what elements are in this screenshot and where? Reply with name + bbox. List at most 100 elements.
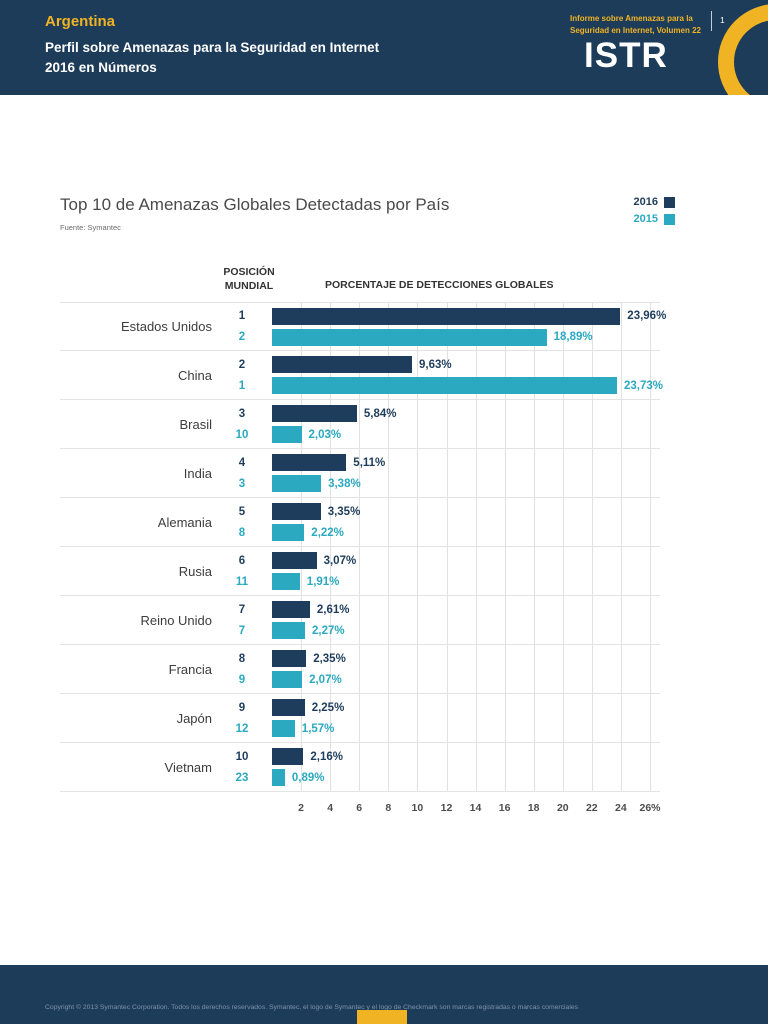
world-position: 1	[238, 310, 246, 322]
bar-track: 1,57%	[272, 720, 660, 737]
legend-item-2016: 2016	[634, 196, 675, 208]
country-row: Vietnam 10 2,16% 23 0,89%	[60, 743, 660, 792]
bar-track: 2,16%	[272, 748, 660, 765]
bar-2016	[272, 748, 304, 765]
bar-2016	[272, 405, 357, 422]
bar-line: 7 2,61%	[212, 601, 660, 618]
chart-section: Top 10 de Amenazas Globales Detectadas p…	[60, 195, 720, 835]
bar-2015	[272, 328, 547, 346]
footer-accent-square	[357, 1010, 407, 1024]
bar-group: 6 3,07% 11 1,91%	[212, 552, 660, 590]
gridline	[504, 302, 506, 792]
bar-line: 4 5,11%	[212, 454, 660, 471]
world-position: 8	[238, 652, 246, 665]
value-label: 18,89%	[553, 331, 593, 343]
bar-2016	[272, 454, 347, 471]
bar-line: 2 18,89%	[212, 328, 660, 346]
value-label: 2,03%	[308, 428, 342, 441]
country-row: Japón 9 2,25% 12 1,57%	[60, 694, 660, 743]
country-row: China 2 9,63% 1 23,73%	[60, 351, 663, 400]
country-label: Francia	[168, 661, 212, 677]
bar-2016	[272, 650, 307, 667]
gridline	[388, 302, 390, 792]
legend-swatch-2015-icon	[664, 213, 675, 225]
bar-track: 23,73%	[272, 377, 663, 394]
bar-2015	[272, 475, 322, 492]
chart-source: Fuente: Symantec	[60, 223, 121, 232]
value-label: 2,16%	[310, 750, 343, 763]
world-position: 12	[235, 722, 249, 735]
bar-line: 10 2,16%	[212, 748, 660, 765]
chart-rows: Estados Unidos 1 23,96% 2 18,89% China 2 9,63% 1…	[60, 302, 666, 792]
header-subtitle-1: Perfil sobre Amenazas para la Seguridad …	[45, 40, 380, 55]
bar-line: 23 0,89%	[212, 769, 660, 786]
bar-line: 11 1,91%	[212, 573, 660, 590]
bar-line: 12 1,57%	[212, 720, 660, 737]
bar-2016	[272, 601, 310, 618]
x-axis-tick-label: 8	[385, 802, 392, 814]
bar-track: 3,38%	[272, 475, 660, 492]
value-label: 3,07%	[323, 554, 357, 567]
world-position: 7	[238, 603, 246, 616]
country-label: India	[183, 465, 212, 481]
bar-2015	[272, 426, 302, 443]
bar-group: 5 3,35% 8 2,22%	[212, 503, 660, 541]
bar-group: 4 5,11% 3 3,38%	[212, 454, 660, 492]
report-volume-info-line2: Seguridad en Internet, Volumen 22	[570, 26, 701, 36]
x-axis-tick-label: 6	[356, 802, 363, 814]
gridline	[620, 302, 622, 792]
bar-group: 3 5,84% 10 2,03%	[212, 405, 660, 443]
copyright-text: Copyright © 2013 Symantec Corporation. T…	[45, 976, 665, 1024]
bar-line: 3 3,38%	[212, 475, 660, 492]
legend-label-2015: 2015	[633, 213, 658, 225]
percentage-column-header: PORCENTAJE DE DETECCIONES GLOBALES	[325, 279, 554, 291]
country-row: Rusia 6 3,07% 11 1,91%	[60, 547, 660, 596]
value-label: 5,84%	[363, 407, 397, 420]
bar-line: 6 3,07%	[212, 552, 660, 569]
gridlines	[60, 302, 660, 792]
world-position: 5	[238, 505, 246, 518]
bar-track: 1,91%	[272, 573, 660, 590]
x-axis-tick-label: 10	[411, 802, 424, 814]
page-footer: Copyright © 2013 Symantec Corporation. T…	[0, 965, 768, 1024]
world-position: 10	[235, 750, 249, 763]
country-label: Vietnam	[164, 759, 212, 775]
x-axis-tick-label: 4	[327, 802, 334, 814]
value-label: 1,57%	[301, 722, 335, 735]
x-axis-tick-label: 12	[440, 802, 453, 814]
chart-legend: 2016 2015	[634, 196, 675, 230]
bar-2016	[272, 307, 621, 325]
bar-line: 2 9,63%	[212, 356, 660, 373]
legend-item-2015: 2015	[634, 213, 675, 225]
bar-track: 18,89%	[272, 328, 660, 346]
legend-label-2016: 2016	[633, 196, 658, 208]
country-row: Alemania 5 3,35% 8 2,22%	[60, 498, 660, 547]
world-position: 7	[238, 624, 246, 637]
x-axis-tick-label: 16	[498, 802, 511, 814]
world-position: 3	[238, 407, 246, 420]
bar-2015	[272, 671, 303, 688]
gridline	[650, 302, 651, 792]
value-label: 2,25%	[311, 701, 345, 714]
value-label: 3,35%	[327, 505, 361, 518]
x-axis-tick-label: 14	[469, 802, 482, 814]
x-axis: 2 4 6 8 10 12 14 16 18 20 22 24 26%	[60, 802, 720, 818]
bar-group: 7 2,61% 7 2,27%	[212, 601, 660, 639]
x-axis-tick-label: 20	[556, 802, 569, 814]
country-title: Argentina	[45, 13, 116, 30]
gridline	[475, 302, 477, 792]
value-label: 2,61%	[316, 603, 350, 616]
value-label: 2,07%	[309, 673, 342, 686]
bar-line: 9 2,25%	[212, 699, 660, 716]
bar-2015	[272, 573, 300, 590]
bar-line: 5 3,35%	[212, 503, 660, 520]
country-label: Reino Unido	[140, 612, 212, 628]
country-row: India 4 5,11% 3 3,38%	[60, 449, 660, 498]
gridline	[330, 302, 332, 792]
istr-logo-text: ISTR	[584, 36, 668, 75]
world-position: 9	[238, 673, 246, 686]
x-axis-tick-label: 24	[615, 802, 627, 814]
world-position: 6	[238, 554, 246, 567]
page-header: Argentina Perfil sobre Amenazas para la …	[0, 0, 768, 95]
